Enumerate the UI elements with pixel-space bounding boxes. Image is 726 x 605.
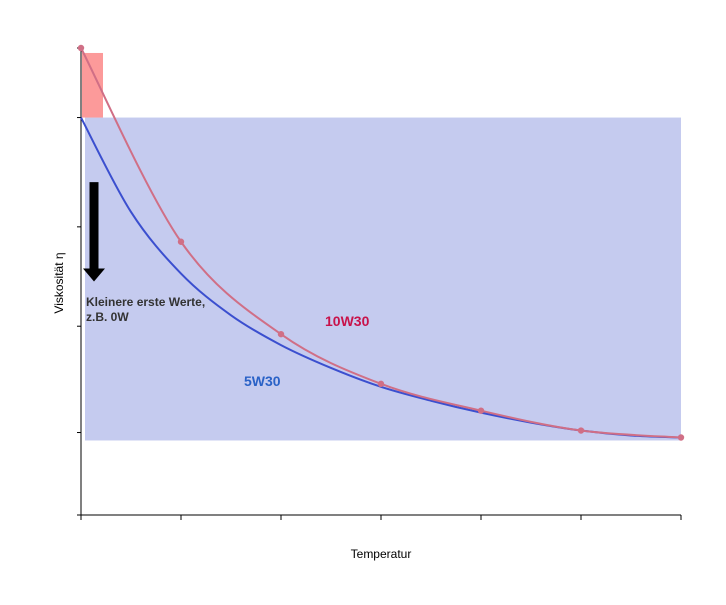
winter-range-region (82, 52, 103, 118)
data-point-10w30 (577, 427, 585, 434)
data-point-10w30 (177, 238, 185, 245)
series-points (77, 44, 685, 441)
axis-ticks (77, 47, 682, 520)
data-point-10w30 (77, 44, 85, 52)
series-label-5w30: 5W30 (244, 373, 281, 389)
data-point-10w30 (277, 330, 285, 338)
down-arrow (83, 182, 105, 282)
arrow-shaft (89, 182, 99, 270)
annotation-line-2: z.B. 0W (86, 310, 129, 324)
y-axis-label: Viskosität η (52, 252, 66, 313)
arrow-head (83, 268, 105, 282)
series-label-10w30: 10W30 (325, 313, 370, 329)
data-point-10w30 (677, 434, 685, 441)
data-point-10w30 (377, 380, 385, 388)
x-axis-label: Temperatur (351, 547, 412, 561)
data-point-10w30 (477, 407, 485, 414)
annotation-line-1: Kleinere erste Werte, (86, 295, 205, 309)
viscosity-range-region (85, 117, 681, 441)
